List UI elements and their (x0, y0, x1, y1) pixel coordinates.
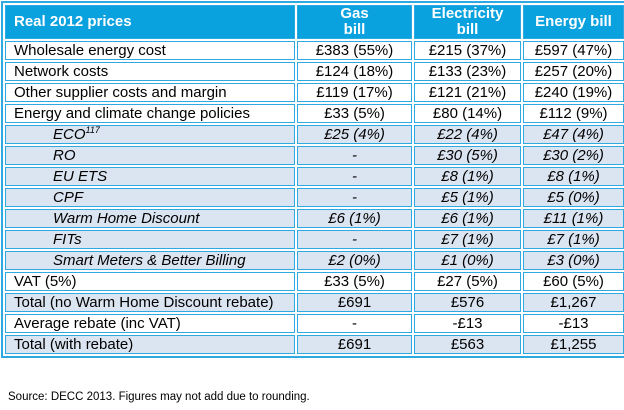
value-cell: - (297, 146, 412, 165)
row-label-cell: Other supplier costs and margin (5, 83, 295, 102)
value-cell: £1,255 (523, 335, 624, 354)
value-cell: £25 (4%) (297, 125, 412, 144)
value-cell: £563 (414, 335, 521, 354)
row-label-cell: FITs (5, 230, 295, 249)
table-row: Wholesale energy cost £383 (55%) £215 (37%… (5, 41, 624, 60)
value-cell: £60 (5%) (523, 272, 624, 291)
table-header: Real 2012 prices Gas bill Electricity bi… (5, 5, 624, 39)
row-label-cell: Total (no Warm Home Discount rebate) (5, 293, 295, 312)
row-label-cell: Average rebate (inc VAT) (5, 314, 295, 333)
table-row: CPF - £5 (1%) £5 (0%) (5, 188, 624, 207)
value-cell: £5 (0%) (523, 188, 624, 207)
table-row: Other supplier costs and margin £119 (17%… (5, 83, 624, 102)
value-cell: £8 (1%) (523, 167, 624, 186)
value-cell: £33 (5%) (297, 104, 412, 123)
row-label-cell: ECO117 (5, 125, 295, 144)
value-cell: £383 (55%) (297, 41, 412, 60)
row-label-cell: Energy and climate change policies (5, 104, 295, 123)
value-cell: - (297, 314, 412, 333)
header-row: Real 2012 prices Gas bill Electricity bi… (5, 5, 624, 39)
value-cell: £133 (23%) (414, 62, 521, 81)
value-cell: £7 (1%) (414, 230, 521, 249)
table-row: EU ETS - £8 (1%) £8 (1%) (5, 167, 624, 186)
table-row: Energy and climate change policies £33 (5… (5, 104, 624, 123)
table-row: Warm Home Discount £6 (1%) £6 (1%) £11 (1%) (5, 209, 624, 228)
value-cell: £597 (47%) (523, 41, 624, 60)
footnote-reference: 117 (85, 125, 100, 135)
row-label-cell: Total (with rebate) (5, 335, 295, 354)
column-header-electricity-bill: Electricity bill (414, 5, 521, 39)
column-header-real-2012-prices: Real 2012 prices (5, 5, 295, 39)
value-cell: £6 (1%) (414, 209, 521, 228)
value-cell: £119 (17%) (297, 83, 412, 102)
value-cell: £22 (4%) (414, 125, 521, 144)
row-label-cell: RO (5, 146, 295, 165)
table-row: Average rebate (inc VAT) - -£13 -£13 (5, 314, 624, 333)
row-label-cell: Warm Home Discount (5, 209, 295, 228)
column-header-gas-bill: Gas bill (297, 5, 412, 39)
energy-bill-breakdown-table: Real 2012 prices Gas bill Electricity bi… (1, 1, 624, 358)
value-cell: £80 (14%) (414, 104, 521, 123)
table-row: ECO117 £25 (4%) £22 (4%) £47 (4%) (5, 125, 624, 144)
value-cell: - (297, 167, 412, 186)
table-row: Total (with rebate) £691 £563 £1,255 (5, 335, 624, 354)
value-cell: £27 (5%) (414, 272, 521, 291)
value-cell: £6 (1%) (297, 209, 412, 228)
table-row: FITs - £7 (1%) £7 (1%) (5, 230, 624, 249)
table-row: RO - £30 (5%) £30 (2%) (5, 146, 624, 165)
value-cell: £240 (19%) (523, 83, 624, 102)
value-cell: -£13 (414, 314, 521, 333)
value-cell: £257 (20%) (523, 62, 624, 81)
value-cell: £1 (0%) (414, 251, 521, 270)
row-label-cell: Network costs (5, 62, 295, 81)
value-cell: £5 (1%) (414, 188, 521, 207)
row-label-cell: Smart Meters & Better Billing (5, 251, 295, 270)
value-cell: -£13 (523, 314, 624, 333)
table-row: Network costs £124 (18%) £133 (23%) £257 (2… (5, 62, 624, 81)
row-label-cell: VAT (5%) (5, 272, 295, 291)
value-cell: £3 (0%) (523, 251, 624, 270)
table-row: VAT (5%) £33 (5%) £27 (5%) £60 (5%) (5, 272, 624, 291)
table-row: Total (no Warm Home Discount rebate) £691… (5, 293, 624, 312)
value-cell: £1,267 (523, 293, 624, 312)
value-cell: £691 (297, 293, 412, 312)
value-cell: £33 (5%) (297, 272, 412, 291)
value-cell: £47 (4%) (523, 125, 624, 144)
column-header-energy-bill: Energy bill (523, 5, 624, 39)
value-cell: £691 (297, 335, 412, 354)
value-cell: £121 (21%) (414, 83, 521, 102)
table-body: Wholesale energy cost £383 (55%) £215 (37%… (5, 41, 624, 354)
value-cell: £2 (0%) (297, 251, 412, 270)
value-cell: £7 (1%) (523, 230, 624, 249)
value-cell: - (297, 230, 412, 249)
row-label-cell: EU ETS (5, 167, 295, 186)
row-label-cell: CPF (5, 188, 295, 207)
value-cell: £112 (9%) (523, 104, 624, 123)
value-cell: £124 (18%) (297, 62, 412, 81)
value-cell: £30 (5%) (414, 146, 521, 165)
table-row: Smart Meters & Better Billing £2 (0%) £1 (… (5, 251, 624, 270)
source-note: Source: DECC 2013. Figures may not add d… (8, 391, 310, 403)
value-cell: £8 (1%) (414, 167, 521, 186)
value-cell: £30 (2%) (523, 146, 624, 165)
value-cell: £215 (37%) (414, 41, 521, 60)
value-cell: £576 (414, 293, 521, 312)
value-cell: £11 (1%) (523, 209, 624, 228)
row-label-cell: Wholesale energy cost (5, 41, 295, 60)
value-cell: - (297, 188, 412, 207)
